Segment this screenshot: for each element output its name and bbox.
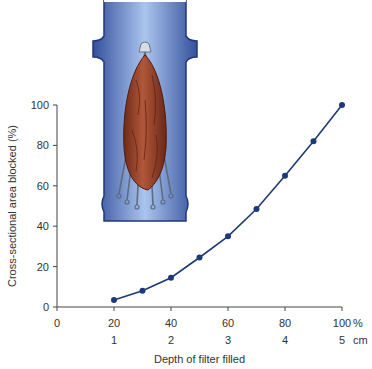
y-tick-label: 60 [37, 180, 49, 192]
filter-hook [125, 200, 129, 204]
x-tick [171, 307, 172, 311]
clot-texture [152, 75, 156, 125]
data-point [168, 275, 174, 281]
axis-unit: cm [353, 334, 368, 346]
data-point [140, 288, 146, 294]
y-tick-label: 0 [43, 301, 49, 313]
x-axis [57, 307, 342, 308]
data-point [225, 233, 231, 239]
data-line [114, 105, 342, 300]
x-tick-label: 0 [54, 317, 60, 329]
data-point [254, 206, 260, 212]
clot-texture [136, 80, 140, 115]
x2-tick-label: 4 [282, 334, 288, 346]
x-tick-label: 100 [333, 317, 351, 329]
y-tick-label: 20 [37, 261, 49, 273]
y-axis [57, 105, 58, 307]
data-point [197, 255, 203, 261]
filter-apex [139, 42, 151, 52]
x-tick-label: 20 [108, 317, 120, 329]
x-tick-label: 60 [222, 317, 234, 329]
vein-cut [104, 0, 186, 2]
vein [93, 0, 197, 221]
data-point [282, 173, 288, 179]
clot-texture [132, 130, 137, 172]
clot-texture [152, 135, 157, 178]
x2-tick-label: 3 [225, 334, 231, 346]
y-tick-label: 80 [37, 139, 49, 151]
y-tick [53, 105, 57, 106]
y-tick [53, 226, 57, 227]
y-axis-label: Cross-sectional area blocked (%) [6, 125, 18, 287]
y-tick-label: 40 [37, 220, 49, 232]
y-tick [53, 266, 57, 267]
x-tick [114, 307, 115, 311]
filter-hook [117, 194, 121, 198]
filter-illustration [93, 0, 197, 221]
x-tick [228, 307, 229, 311]
y-tick [53, 145, 57, 146]
data-group [111, 102, 345, 303]
data-point [339, 102, 345, 108]
x2-tick-label: 1 [111, 334, 117, 346]
filter-hook [169, 194, 173, 198]
filter-hook [151, 205, 155, 209]
chart: 0 20 40 60 80 100 0 20 40 60 80 100 1 2 3 4 5% cm Depth of… [0, 0, 372, 369]
x-axis-label: Depth of filter filled [154, 353, 245, 365]
data-point [111, 297, 117, 303]
x2-tick-label: 5 [339, 334, 345, 346]
data-point [311, 138, 317, 144]
y-tick-label: 100 [31, 99, 49, 111]
x-tick-label: 80 [279, 317, 291, 329]
filter-hook [161, 200, 165, 204]
x-tick [342, 307, 343, 311]
x-tick [285, 307, 286, 311]
y-tick [53, 185, 57, 186]
y-tick [53, 307, 57, 308]
clot [124, 55, 167, 190]
x-tick-label: 40 [165, 317, 177, 329]
filter-hook [135, 205, 139, 209]
x2-tick-label: 2 [168, 334, 174, 346]
axis-unit: % [353, 317, 363, 329]
x-tick [57, 307, 58, 311]
clot-texture [144, 100, 146, 160]
